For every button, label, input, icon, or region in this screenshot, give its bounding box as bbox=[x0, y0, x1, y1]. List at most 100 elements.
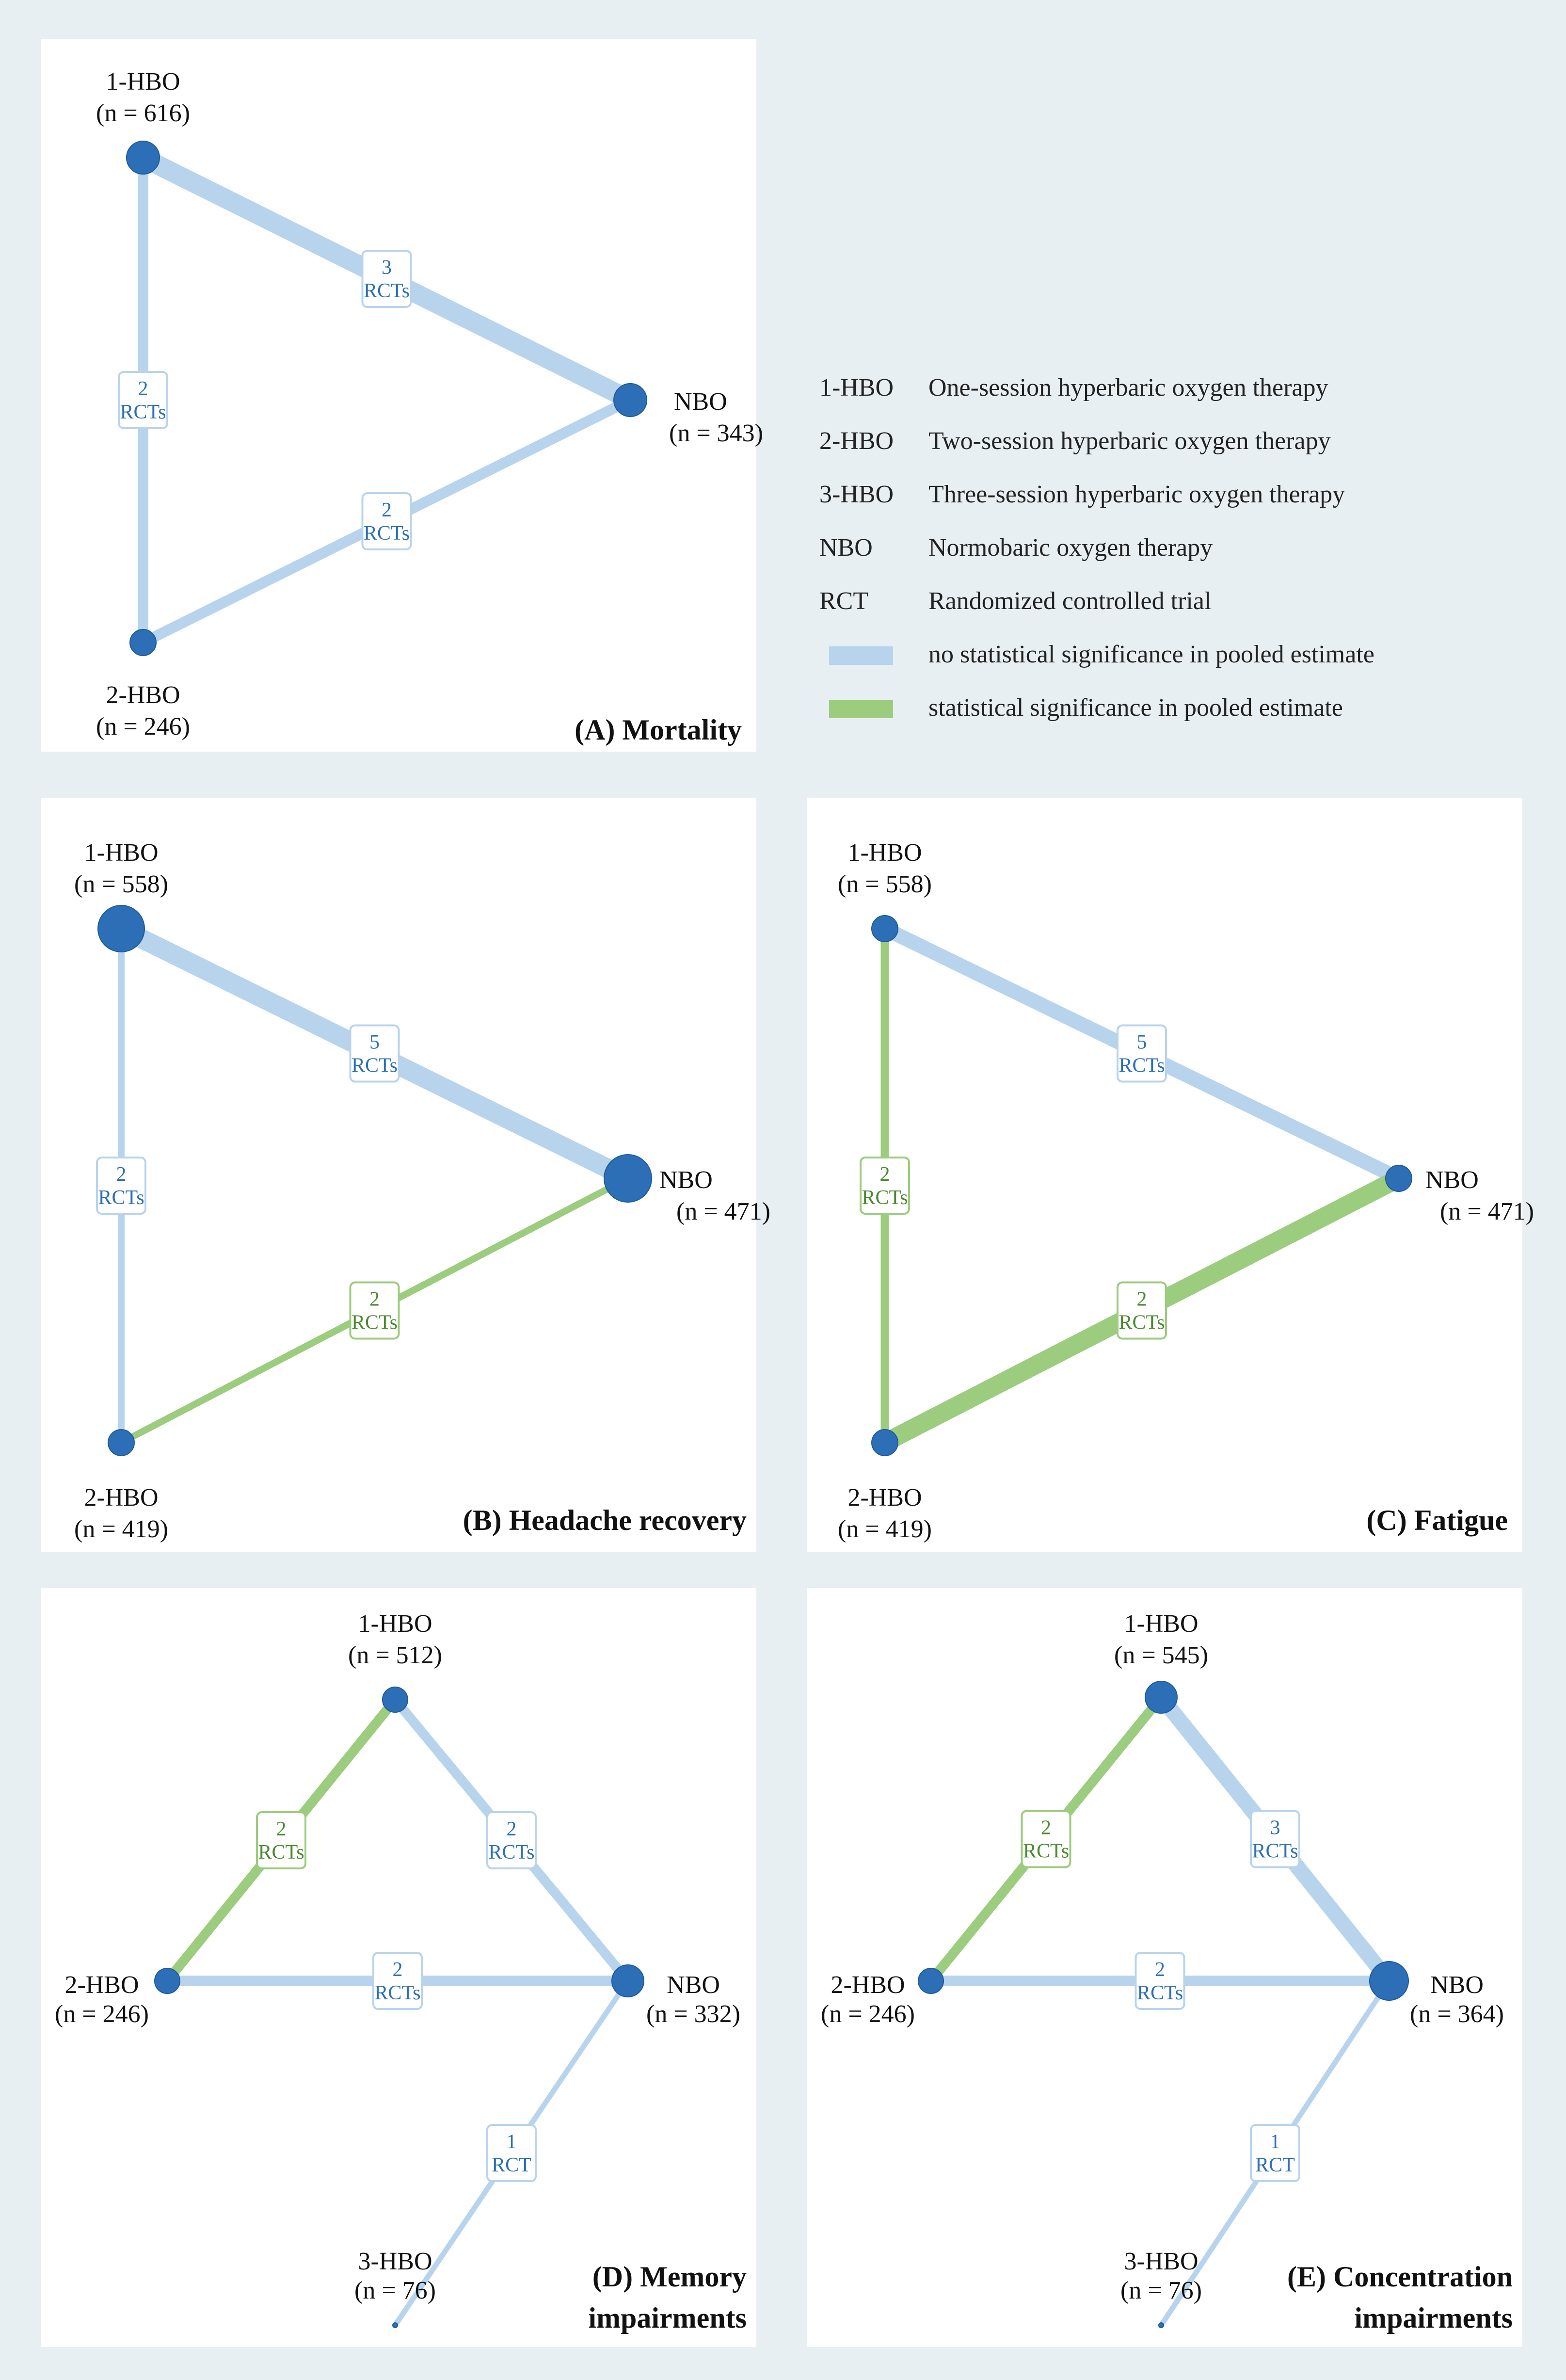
node-2-hbo bbox=[154, 1968, 180, 1994]
node-1-hbo bbox=[97, 905, 145, 952]
node-n-label: (n = 545) bbox=[1114, 1641, 1208, 1669]
legend-item-nbo: NBO Normobaric oxygen therapy bbox=[819, 533, 1508, 567]
nodes-layer bbox=[97, 905, 652, 1456]
nodes-layer bbox=[871, 915, 1412, 1456]
legend-item-rct: RCT Randomized controlled trial bbox=[819, 587, 1508, 621]
edge-label-box bbox=[256, 1811, 306, 1869]
node-nbo bbox=[613, 383, 647, 417]
node-name-label: 1-HBO bbox=[106, 68, 180, 96]
node-n-label: (n = 558) bbox=[838, 870, 932, 898]
edge-count-text: 3 bbox=[1270, 1817, 1280, 1839]
node-name-label: 2-HBO bbox=[831, 1971, 905, 1999]
node-n-label: (n = 246) bbox=[821, 2000, 915, 2028]
edge-count-text: 5 bbox=[1137, 1031, 1147, 1054]
panel-title: impairments bbox=[588, 2302, 747, 2334]
node-1-hbo bbox=[1145, 1681, 1178, 1714]
panel-headache-recovery: 5 RCTs 2 RCTs 2 RCTs 1-HBO (n = 558) NBO (n = 471… bbox=[41, 798, 770, 1552]
nodes-layer bbox=[918, 1681, 1409, 2328]
edge-count-text: 2 bbox=[116, 1163, 127, 1186]
legend-abbr: RCT bbox=[819, 587, 869, 615]
node-n-label: (n = 616) bbox=[96, 99, 190, 127]
node-1-hbo bbox=[871, 915, 898, 942]
edge-label-box bbox=[1250, 1810, 1300, 1868]
edge-label-box bbox=[486, 1811, 537, 1869]
node-name-label: 2-HBO bbox=[84, 1484, 158, 1512]
edge-unit-text: RCTs bbox=[1137, 1982, 1183, 2004]
panel-fatigue: 5 RCTs 2 RCTs 2 RCTs 1-HBO (n = 558) NBO (n = 471… bbox=[807, 798, 1534, 1552]
legend-desc: Normobaric oxygen therapy bbox=[928, 534, 1213, 562]
node-name-label: 1-HBO bbox=[1124, 1610, 1198, 1638]
edge-count-text: 2 bbox=[507, 1818, 517, 1840]
legend-abbr: 3-HBO bbox=[819, 481, 894, 508]
edge-count-text: 2 bbox=[393, 1959, 403, 1981]
edge-count-text: 2 bbox=[138, 378, 148, 400]
node-nbo bbox=[604, 1154, 652, 1203]
legend-abbr: NBO bbox=[819, 534, 873, 562]
legend-desc: statistical significance in pooled estim… bbox=[928, 694, 1343, 722]
edge-label-box bbox=[1117, 1281, 1167, 1340]
edge-count-text: 2 bbox=[382, 499, 392, 521]
node-n-label: (n = 76) bbox=[1120, 2277, 1202, 2304]
edge-label-box bbox=[486, 2124, 537, 2182]
legend-abbr: 1-HBO bbox=[819, 374, 894, 402]
node-nbo bbox=[1369, 1961, 1409, 2001]
edge-unit-text: RCTs bbox=[258, 1841, 304, 1864]
node-2-hbo bbox=[871, 1429, 898, 1456]
node-name-label: NBO bbox=[659, 1166, 713, 1194]
edge-unit-text: RCTs bbox=[364, 280, 410, 302]
node-n-label: (n = 76) bbox=[354, 2277, 436, 2304]
nodes-layer bbox=[126, 141, 647, 656]
edges-layer bbox=[162, 1695, 633, 2328]
node-n-label: (n = 343) bbox=[669, 419, 763, 447]
panel-mortality: 3 RCTs 2 RCTs 2 RCTs 1-HBO (n = 616) NBO (n = 343… bbox=[41, 39, 763, 752]
edge-unit-text: RCTs bbox=[862, 1187, 908, 1209]
node-name-label: 2-HBO bbox=[64, 1971, 139, 1999]
edge-label-box bbox=[1135, 1952, 1185, 2010]
legend-item-1hbo: 1-HBO One-session hyperbaric oxygen ther… bbox=[819, 373, 1508, 407]
edge-unit-text: RCTs bbox=[364, 522, 410, 545]
panel-title: impairments bbox=[1354, 2302, 1513, 2334]
edge-label-box bbox=[118, 371, 168, 429]
edge-count-text: 1 bbox=[507, 2131, 517, 2153]
legend-desc: One-session hyperbaric oxygen therapy bbox=[928, 374, 1328, 402]
edge-count-text: 2 bbox=[276, 1818, 287, 1840]
node-n-label: (n = 246) bbox=[55, 2000, 149, 2028]
node-name-label: 3-HBO bbox=[358, 2248, 432, 2275]
edge-label-box bbox=[361, 492, 412, 550]
node-1-hbo bbox=[126, 141, 160, 175]
edge-unit-text: RCTs bbox=[120, 401, 166, 423]
node-name-label: NBO bbox=[674, 388, 727, 416]
legend-desc: Randomized controlled trial bbox=[928, 587, 1212, 615]
node-n-label: (n = 558) bbox=[74, 870, 168, 898]
edge-label-box bbox=[372, 1952, 423, 2010]
panel-title: (B) Headache recovery bbox=[463, 1504, 747, 1536]
panel-title: (A) Mortality bbox=[575, 714, 742, 746]
node-n-label: (n = 419) bbox=[74, 1515, 168, 1543]
node-2-hbo bbox=[918, 1968, 944, 1994]
edge-count-text: 2 bbox=[1137, 1288, 1147, 1311]
node-name-label: 3-HBO bbox=[1124, 2248, 1198, 2275]
node-nbo bbox=[611, 1964, 644, 1997]
edges-layer bbox=[926, 1689, 1397, 2328]
legend-item-sig: statistical significance in pooled estim… bbox=[819, 693, 1508, 727]
legend: 1-HBO One-session hyperbaric oxygen ther… bbox=[819, 373, 1508, 752]
node-n-label: (n = 512) bbox=[348, 1641, 442, 1669]
legend-abbr: 2-HBO bbox=[819, 427, 894, 455]
node-1-hbo bbox=[382, 1687, 408, 1713]
node-n-label: (n = 332) bbox=[646, 2000, 740, 2028]
edge-unit-text: RCTs bbox=[98, 1187, 144, 1209]
